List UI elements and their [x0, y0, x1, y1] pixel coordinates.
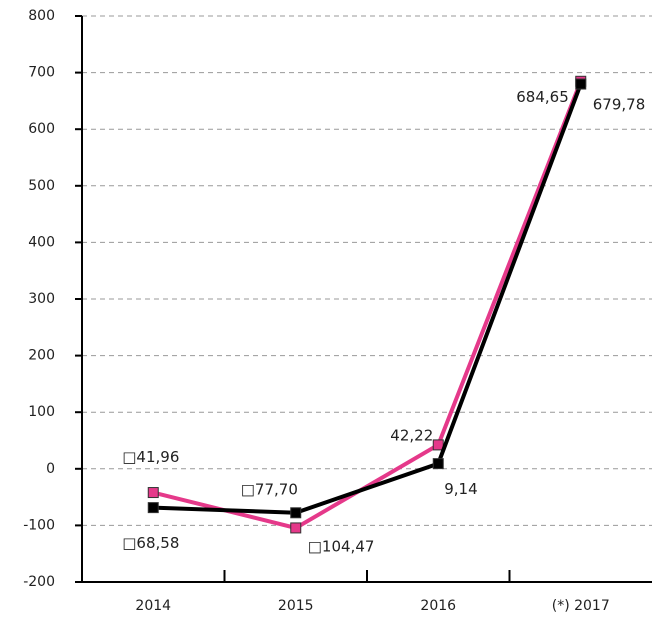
marker [147, 487, 159, 499]
marker [147, 502, 159, 514]
data-label: □104,47 [308, 537, 375, 555]
x-tick-label: 2016 [420, 598, 456, 614]
x-tick-label: 2014 [135, 598, 171, 614]
y-tick-label: 0 [46, 461, 55, 477]
data-label: □77,70 [241, 480, 298, 498]
x-tick-label: (*) 2017 [552, 598, 610, 614]
marker [432, 458, 444, 470]
marker [290, 507, 302, 519]
y-tick-label: 300 [28, 291, 55, 307]
y-tick-label: 700 [28, 65, 55, 81]
data-label: □41,96 [122, 448, 179, 466]
y-tick-label: 800 [28, 8, 55, 24]
marker [575, 78, 587, 90]
data-label: 42,22 [390, 426, 433, 444]
data-label: 9,14 [444, 480, 477, 498]
x-tick-label: 2015 [278, 598, 314, 614]
y-tick-label: 500 [28, 178, 55, 194]
marker [290, 522, 302, 534]
data-label: 679,78 [593, 96, 646, 114]
data-label: 684,65 [516, 88, 569, 106]
data-label: □68,58 [122, 534, 179, 552]
y-tick-label: 200 [28, 348, 55, 364]
series-line [153, 83, 583, 515]
y-tick-label: 100 [28, 404, 55, 420]
y-tick-label: 400 [28, 234, 55, 250]
marker [432, 439, 444, 451]
series-line [152, 80, 583, 531]
y-tick-label: 600 [28, 121, 55, 137]
y-tick-label: -100 [23, 517, 55, 533]
y-tick-label: -200 [23, 574, 55, 590]
